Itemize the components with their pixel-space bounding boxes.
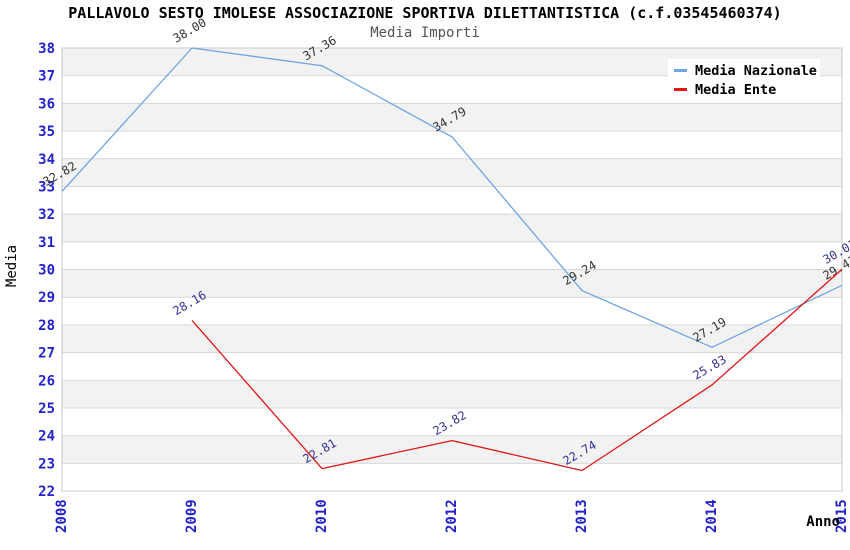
series-line-media-nazionale	[61, 47, 843, 348]
x-tick-label: 2012	[444, 499, 460, 533]
x-tick-label: 2008	[54, 499, 70, 533]
y-tick-label: 29	[38, 290, 55, 306]
legend-label: Media Nazionale	[695, 62, 817, 79]
series-line-media-ente	[191, 268, 843, 472]
x-tick-label: 2015	[834, 499, 850, 533]
y-tick-label: 24	[38, 429, 55, 445]
plot-band	[62, 158, 842, 187]
plot-band	[62, 380, 842, 408]
y-tick-label: 37	[38, 69, 55, 85]
y-tick-label: 33	[38, 179, 55, 195]
point-value-label: 23.82	[431, 408, 469, 438]
plot-band	[62, 103, 842, 132]
legend-item-media-nazionale: Media Nazionale	[674, 61, 820, 80]
x-tick-label: 2010	[314, 499, 330, 533]
x-tick-label: 2013	[574, 499, 590, 533]
y-tick-label: 34	[38, 152, 55, 168]
legend: Media Nazionale Media Ente	[668, 59, 820, 101]
chart-title: PALLAVOLO SESTO IMOLESE ASSOCIAZIONE SPO…	[68, 4, 782, 22]
y-tick-label: 35	[38, 124, 55, 140]
x-tick-label: 2014	[704, 499, 720, 533]
legend-item-media-ente: Media Ente	[674, 80, 820, 99]
y-tick-label: 28	[38, 318, 55, 334]
y-tick-label: 36	[38, 96, 55, 112]
point-value-label: 38.00	[171, 15, 209, 45]
legend-swatch-blue-line-icon	[674, 69, 687, 72]
x-tick-label: 2009	[184, 499, 200, 533]
legend-swatch-red-line-icon	[674, 88, 687, 91]
legend-label: Media Ente	[695, 81, 777, 98]
y-tick-label: 26	[38, 373, 55, 389]
plot-band	[62, 435, 842, 464]
y-tick-label: 31	[38, 235, 55, 251]
y-tick-label: 23	[38, 456, 55, 472]
point-value-label: 25.83	[691, 352, 729, 382]
chart-subtitle: Media Importi	[370, 25, 480, 41]
plot-band	[62, 214, 842, 242]
y-tick-label: 27	[38, 346, 55, 362]
y-axis-title: Media	[4, 244, 20, 288]
y-tick-label: 32	[38, 207, 55, 223]
y-tick-label: 38	[38, 41, 55, 57]
y-tick-label: 30	[38, 263, 55, 279]
y-tick-label: 25	[38, 401, 55, 417]
plot-band	[62, 269, 842, 298]
x-axis-title: Anno	[806, 514, 840, 530]
y-tick-label: 22	[38, 484, 55, 500]
